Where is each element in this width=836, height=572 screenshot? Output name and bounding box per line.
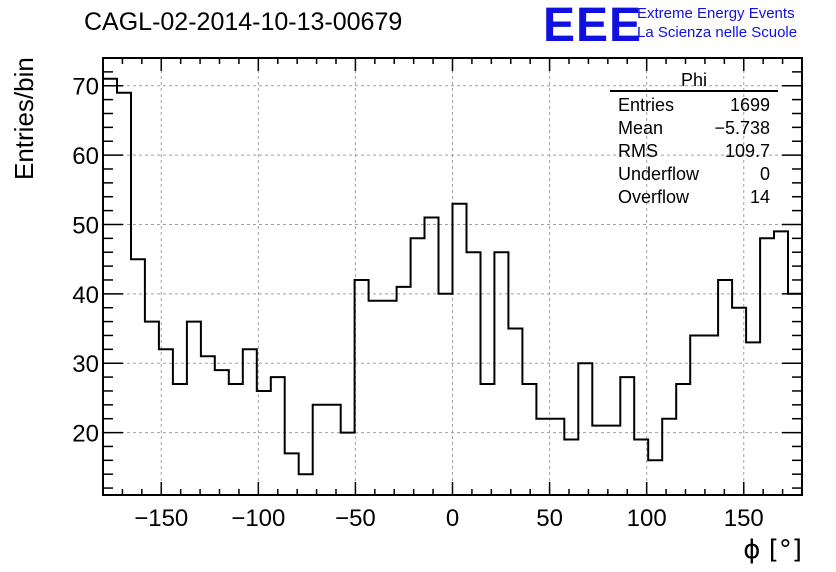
y-tick-label: 70 [72,74,99,101]
eee-logo-mark: EEE [543,0,643,52]
y-axis-label: Entries/bin [9,57,39,180]
stats-row-underflow: Underflow 0 [610,163,778,186]
y-tick-labels: 20 30 40 50 60 70 [72,74,99,448]
logo-line-2: La Scienza nelle Scuole [637,24,798,41]
grid-lines [103,58,802,495]
x-tick-label: −100 [231,505,285,532]
x-tick-labels: −150 −100 −50 0 50 100 150 [134,505,764,532]
x-tick-label: 100 [627,505,667,532]
stats-label: Mean [618,118,664,138]
stats-row-overflow: Overflow 14 [610,186,778,209]
stats-label: Entries [618,95,675,115]
x-tick-label: −50 [335,505,376,532]
y-tick-label: 20 [72,421,99,448]
stats-row-mean: Mean −5.738 [610,117,778,140]
stats-box: Phi Entries 1699 Mean −5.738 RMS 109.7 U… [610,70,778,209]
y-tick-label: 30 [72,351,99,378]
stats-value: −5.738 [714,118,770,138]
histogram-series [103,77,803,495]
stats-row-rms: RMS 109.7 [610,140,778,163]
x-tick-label: 0 [446,505,459,532]
x-axis-label: ϕ [°] [743,535,802,565]
y-tick-label: 60 [72,143,99,170]
stats-row-entries: Entries 1699 [610,94,778,117]
x-tick-label: 50 [536,505,563,532]
stats-label: RMS [618,141,658,161]
chart-title: CAGL-02-2014-10-13-00679 [84,8,403,36]
stats-label: Overflow [618,187,690,207]
stats-value: 109.7 [724,141,770,161]
stats-value: 0 [759,164,770,184]
stats-title: Phi [610,70,778,92]
stats-value: 14 [749,187,770,207]
axis-ticks [102,57,803,495]
stats-label: Underflow [618,164,700,184]
x-tick-label: 150 [724,505,764,532]
stats-value: 1699 [729,95,770,115]
logo-line-1: Extreme Energy Events [637,5,795,22]
y-tick-label: 40 [72,282,99,309]
y-tick-label: 50 [72,212,99,239]
x-tick-label: −150 [134,505,188,532]
